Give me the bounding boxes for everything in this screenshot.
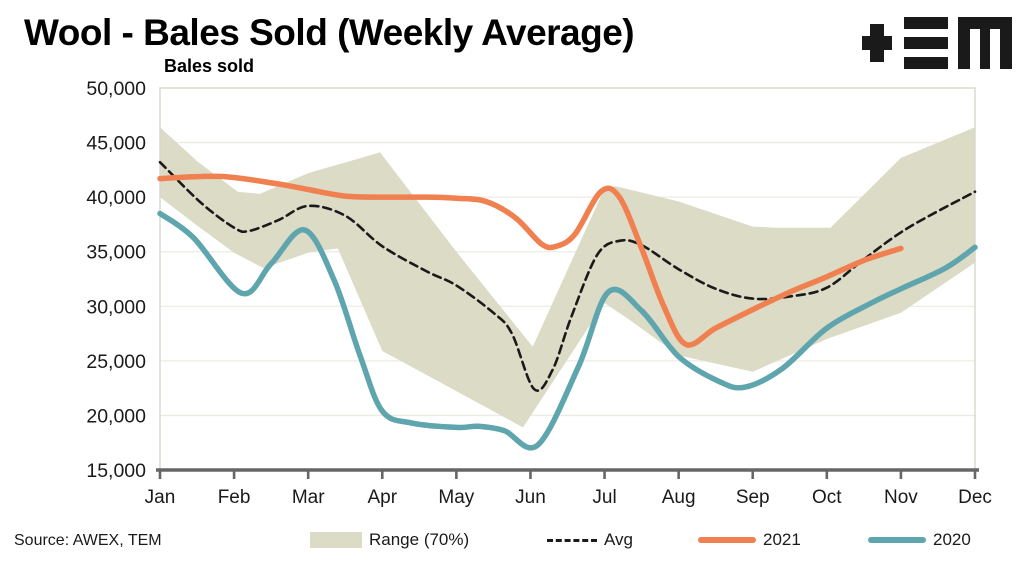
x-tick-label: Dec	[958, 487, 992, 508]
y-tick-label: 35,000	[86, 242, 146, 264]
y-axis-title: Bales sold	[164, 56, 255, 76]
x-tick-label: Aug	[662, 487, 696, 508]
x-tick-label: Nov	[884, 487, 918, 508]
x-tick-label: Oct	[812, 487, 842, 508]
logo-triple-bar-icon	[904, 17, 948, 69]
legend-item-2021: 2021	[698, 528, 801, 552]
logo-m-icon	[958, 17, 1012, 69]
series-2020-line-swatch	[868, 537, 926, 543]
range-band-swatch	[310, 532, 362, 548]
page-title: Wool - Bales Sold (Weekly Average)	[24, 12, 635, 53]
x-tick-label: May	[438, 487, 474, 508]
legend-label-2021: 2021	[763, 530, 801, 549]
y-tick-label: 50,000	[86, 78, 146, 100]
x-tick-label: Feb	[218, 487, 251, 508]
y-tick-label: 40,000	[86, 187, 146, 209]
x-tick-label: Jan	[145, 487, 176, 508]
y-tick-label: 20,000	[86, 405, 146, 427]
legend-label-avg: Avg	[604, 530, 633, 549]
source-note: Source: AWEX, TEM	[14, 532, 162, 549]
x-tick-label: Jun	[515, 487, 546, 508]
x-tick-label: Jul	[592, 487, 616, 508]
x-tick-label: Mar	[292, 487, 325, 508]
y-tick-label: 30,000	[86, 296, 146, 318]
legend-label-range: Range (70%)	[369, 530, 470, 549]
x-tick-label: Sep	[736, 487, 770, 508]
logo-plus-icon	[862, 24, 892, 62]
avg-dashed-line-swatch	[547, 538, 597, 542]
y-tick-label: 15,000	[86, 460, 146, 482]
legend-item-avg: Avg	[547, 528, 633, 552]
legend-item-2020: 2020	[868, 528, 971, 552]
legend-item-range: Range (70%)	[310, 528, 469, 552]
x-tick-label: Apr	[367, 487, 397, 508]
y-tick-label: 25,000	[86, 351, 146, 373]
y-tick-label: 45,000	[86, 133, 146, 155]
series-2021-line-swatch	[698, 537, 756, 543]
tem-logo-icon	[862, 17, 1012, 69]
legend-label-2020: 2020	[933, 530, 971, 549]
